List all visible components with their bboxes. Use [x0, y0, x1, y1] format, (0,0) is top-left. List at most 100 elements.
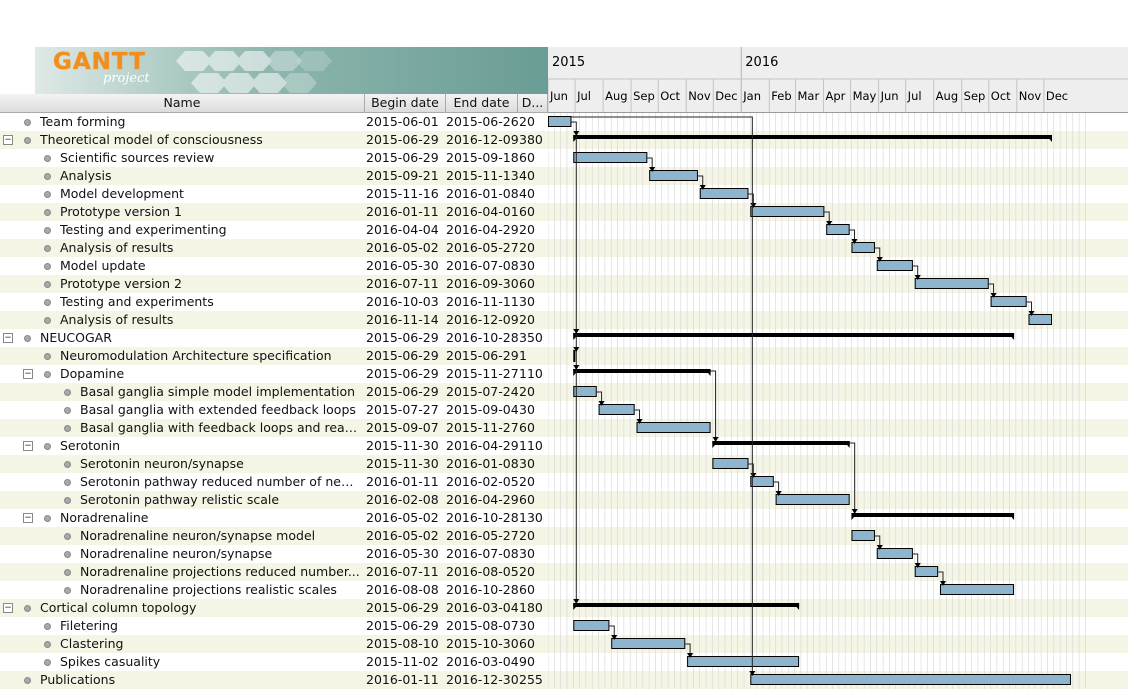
- task-row[interactable]: Basal ganglia with feedback loops and re…: [0, 419, 548, 437]
- task-begin-date[interactable]: 2016-01-11: [366, 204, 439, 219]
- task-name[interactable]: Prototype version 1: [60, 204, 182, 219]
- task-duration[interactable]: 380: [519, 132, 543, 147]
- task-end-date[interactable]: 2016-02-05: [446, 474, 519, 489]
- task-begin-date[interactable]: 2015-06-29: [366, 132, 439, 147]
- task-row[interactable]: Prototype version 1 2016-01-11 2016-04-01 6…: [0, 203, 548, 221]
- task-row[interactable]: Analysis 2015-09-21 2015-11-13 40: [0, 167, 548, 185]
- summary-bar-cap-left[interactable]: [851, 513, 858, 520]
- task-begin-date[interactable]: 2016-07-11: [366, 276, 439, 291]
- task-bar[interactable]: [876, 260, 913, 271]
- task-row[interactable]: Analysis of results 2016-11-14 2016-12-09 2…: [0, 311, 548, 329]
- task-duration[interactable]: 60: [519, 492, 535, 507]
- task-bar[interactable]: [699, 188, 749, 199]
- task-name[interactable]: Testing and experiments: [60, 294, 214, 309]
- task-row[interactable]: − Theoretical model of consciousness 2015-…: [0, 131, 548, 149]
- summary-bar-cap-left[interactable]: [573, 603, 580, 610]
- task-begin-date[interactable]: 2016-02-08: [366, 492, 439, 507]
- task-duration[interactable]: 60: [519, 150, 535, 165]
- task-begin-date[interactable]: 2015-06-29: [366, 600, 439, 615]
- summary-bar-cap-right[interactable]: [1008, 333, 1015, 340]
- task-bar[interactable]: [750, 476, 774, 487]
- task-duration[interactable]: 110: [519, 366, 543, 381]
- task-name[interactable]: Analysis of results: [60, 312, 174, 327]
- task-end-date[interactable]: 2016-01-08: [446, 456, 519, 471]
- task-row[interactable]: Basal ganglia simple model implementatio…: [0, 383, 548, 401]
- task-name[interactable]: Serotonin pathway reduced number of neu.…: [80, 474, 360, 489]
- task-duration[interactable]: 110: [519, 438, 543, 453]
- task-row[interactable]: Prototype version 2 2016-07-11 2016-09-30 6…: [0, 275, 548, 293]
- task-end-date[interactable]: 2016-09-30: [446, 276, 519, 291]
- task-duration[interactable]: 20: [519, 474, 535, 489]
- task-duration[interactable]: 60: [519, 582, 535, 597]
- task-name[interactable]: Analysis of results: [60, 240, 174, 255]
- task-bar[interactable]: [876, 548, 913, 559]
- task-begin-date[interactable]: 2016-10-03: [366, 294, 439, 309]
- task-bar[interactable]: [990, 296, 1027, 307]
- task-duration[interactable]: 40: [519, 186, 535, 201]
- task-begin-date[interactable]: 2016-05-30: [366, 258, 439, 273]
- task-bar[interactable]: [940, 584, 1015, 595]
- task-begin-date[interactable]: 2015-11-02: [366, 654, 439, 669]
- task-duration[interactable]: 60: [519, 276, 535, 291]
- collapse-toggle-icon[interactable]: −: [23, 369, 33, 379]
- task-end-date[interactable]: 2016-08-05: [446, 564, 519, 579]
- task-bar[interactable]: [636, 422, 711, 433]
- task-name[interactable]: Neuromodulation Architecture specificati…: [60, 348, 332, 363]
- task-begin-date[interactable]: 2015-09-21: [366, 168, 439, 183]
- milestone-bar[interactable]: [573, 350, 576, 362]
- task-name[interactable]: Basal ganglia with extended feedback loo…: [80, 402, 356, 417]
- task-end-date[interactable]: 2015-11-27: [446, 420, 519, 435]
- task-name[interactable]: Serotonin: [60, 438, 121, 453]
- task-row[interactable]: − Noradrenaline 2016-05-02 2016-10-28 130: [0, 509, 548, 527]
- task-row[interactable]: Spikes casuality 2015-11-02 2016-03-04 90: [0, 653, 548, 671]
- task-name[interactable]: Serotonin pathway relistic scale: [80, 492, 280, 507]
- task-end-date[interactable]: 2015-10-30: [446, 636, 519, 651]
- task-duration[interactable]: 20: [519, 564, 535, 579]
- task-duration[interactable]: 130: [519, 510, 543, 525]
- summary-bar-cap-left[interactable]: [573, 369, 580, 376]
- task-end-date[interactable]: 2015-06-26: [446, 114, 519, 129]
- task-duration[interactable]: 30: [519, 618, 535, 633]
- task-bar[interactable]: [611, 638, 686, 649]
- task-end-date[interactable]: 2016-12-09: [446, 132, 519, 147]
- task-row[interactable]: − NEUCOGAR 2015-06-29 2016-10-28 350: [0, 329, 548, 347]
- column-header-duration[interactable]: D...: [518, 94, 548, 112]
- summary-bar[interactable]: [573, 135, 1052, 139]
- task-row[interactable]: Scientific sources review 2015-06-29 2015-…: [0, 149, 548, 167]
- task-duration[interactable]: 60: [519, 204, 535, 219]
- task-name[interactable]: Prototype version 2: [60, 276, 182, 291]
- task-row[interactable]: Model development 2015-11-16 2016-01-08 40: [0, 185, 548, 203]
- task-end-date[interactable]: 2015-11-13: [446, 168, 519, 183]
- task-name[interactable]: Clastering: [60, 636, 124, 651]
- task-begin-date[interactable]: 2015-06-01: [366, 114, 439, 129]
- column-header-name[interactable]: Name: [0, 94, 365, 112]
- task-row[interactable]: Serotonin pathway reduced number of neu.…: [0, 473, 548, 491]
- task-row[interactable]: − Dopamine 2015-06-29 2015-11-27 110: [0, 365, 548, 383]
- task-duration[interactable]: 60: [519, 420, 535, 435]
- task-name[interactable]: Testing and experimenting: [60, 222, 227, 237]
- task-end-date[interactable]: 2016-03-04: [446, 654, 519, 669]
- task-name[interactable]: Noradrenaline projections realistic scal…: [80, 582, 337, 597]
- task-begin-date[interactable]: 2016-08-08: [366, 582, 439, 597]
- task-name[interactable]: Filetering: [60, 618, 118, 633]
- task-begin-date[interactable]: 2015-11-16: [366, 186, 439, 201]
- task-name[interactable]: NEUCOGAR: [40, 330, 112, 345]
- task-name[interactable]: Scientific sources review: [60, 150, 215, 165]
- task-name[interactable]: Publications: [40, 672, 116, 687]
- task-row[interactable]: Model update 2016-05-30 2016-07-08 30: [0, 257, 548, 275]
- column-header-end-date[interactable]: End date: [446, 94, 518, 112]
- task-name[interactable]: Analysis: [60, 168, 112, 183]
- task-begin-date[interactable]: 2015-06-29: [366, 618, 439, 633]
- column-header-begin-date[interactable]: Begin date: [365, 94, 446, 112]
- summary-bar-cap-right[interactable]: [704, 369, 711, 376]
- task-row[interactable]: Publications 2016-01-11 2016-12-30 255: [0, 671, 548, 689]
- task-name[interactable]: Theoretical model of consciousness: [40, 132, 263, 147]
- task-end-date[interactable]: 2016-04-29: [446, 222, 519, 237]
- task-begin-date[interactable]: 2015-11-30: [366, 456, 439, 471]
- task-row[interactable]: Testing and experiments 2016-10-03 2016-11…: [0, 293, 548, 311]
- task-bar[interactable]: [851, 242, 875, 253]
- task-bar[interactable]: [712, 458, 749, 469]
- task-bar[interactable]: [914, 566, 939, 577]
- summary-bar-cap-left[interactable]: [573, 333, 580, 340]
- task-row[interactable]: Filetering 2015-06-29 2015-08-07 30: [0, 617, 548, 635]
